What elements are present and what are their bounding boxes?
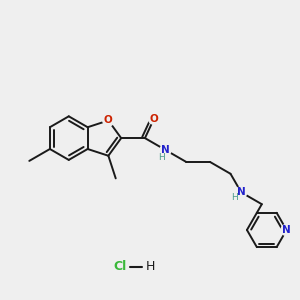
Text: N: N	[282, 225, 291, 235]
Text: O: O	[104, 116, 113, 125]
Circle shape	[160, 144, 171, 156]
Text: Cl: Cl	[114, 260, 127, 273]
Circle shape	[148, 113, 160, 124]
Text: N: N	[237, 187, 246, 197]
Text: O: O	[150, 114, 158, 124]
Text: N: N	[161, 145, 170, 155]
Text: H: H	[231, 193, 238, 202]
Circle shape	[281, 224, 292, 236]
Circle shape	[103, 115, 114, 126]
Text: H: H	[145, 260, 155, 273]
Text: H: H	[158, 153, 165, 162]
Circle shape	[236, 187, 247, 198]
